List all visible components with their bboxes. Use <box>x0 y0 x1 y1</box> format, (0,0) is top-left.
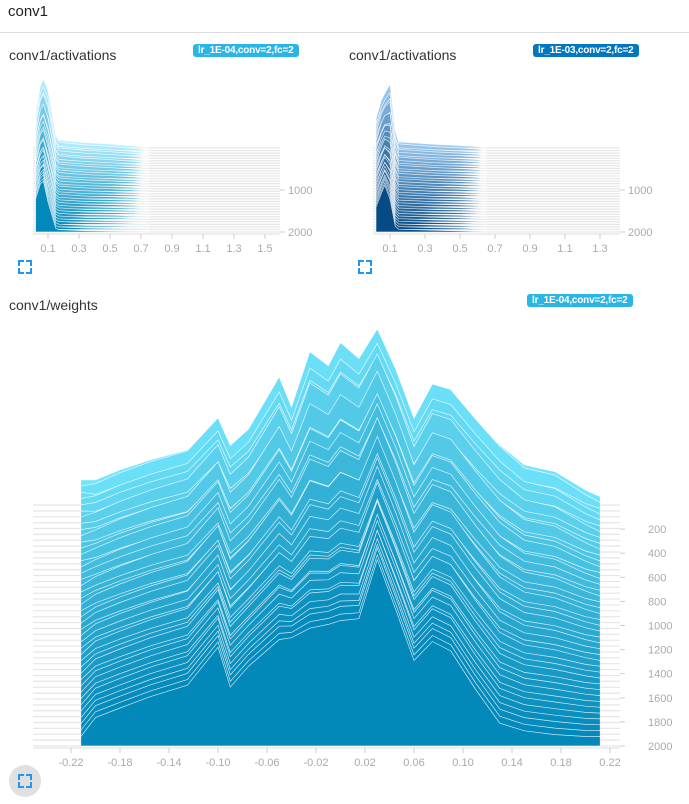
x-tick-label: 1.3 <box>226 243 241 255</box>
y-tick-label: 1200 <box>648 645 672 657</box>
x-tick-label: -0.02 <box>303 757 328 769</box>
fullscreen-icon[interactable] <box>18 774 32 788</box>
activations-histogram-chart-2: 0.1 0.3 0.5 0.7 0.9 1.1 1.3 1000 2000 <box>373 83 652 255</box>
y-tick-label: 1000 <box>288 185 312 197</box>
section-title[interactable]: conv1 <box>8 3 49 20</box>
x-tick-label: 0.10 <box>452 757 473 769</box>
y-tick-label: 200 <box>648 524 666 536</box>
y-tick-label: 1600 <box>648 693 672 705</box>
x-tick-label: 0.18 <box>550 757 571 769</box>
x-tick-label: 0.9 <box>522 243 537 255</box>
chart-title: conv1/activations <box>349 47 457 63</box>
x-tick-label: 1.3 <box>592 243 607 255</box>
x-tick-label: 0.3 <box>417 243 432 255</box>
fullscreen-icon[interactable] <box>358 260 372 274</box>
x-tick-label: -0.22 <box>58 757 83 769</box>
x-tick-label: -0.18 <box>107 757 132 769</box>
weights-histogram-chart: -0.22 -0.18 -0.14 -0.10 -0.06 -0.02 0.02 0.06 0.… <box>33 328 672 769</box>
y-tick-label: 400 <box>648 548 666 560</box>
x-tick-label: 0.9 <box>164 243 179 255</box>
chart-title: conv1/weights <box>9 297 98 313</box>
x-tick-label: 0.14 <box>501 757 522 769</box>
x-tick-label: 0.22 <box>599 757 620 769</box>
y-tick-label: 600 <box>648 572 666 584</box>
y-tick-label: 2000 <box>628 227 652 239</box>
activations-histogram-chart-1: 0.1 0.3 0.5 0.7 0.9 1.1 1.3 1.5 1000 2000 <box>33 78 312 255</box>
x-tick-label: 0.1 <box>382 243 397 255</box>
fullscreen-icon[interactable] <box>18 260 32 274</box>
y-tick-label: 800 <box>648 596 666 608</box>
x-tick-label: -0.06 <box>254 757 279 769</box>
run-tag-badge: lr_1E-04,conv=2,fc=2 <box>527 294 633 307</box>
chart-title: conv1/activations <box>9 47 117 63</box>
y-tick-label: 1000 <box>648 621 672 633</box>
histogram-step-area <box>375 184 487 233</box>
x-tick-label: -0.10 <box>205 757 230 769</box>
divider <box>0 32 689 33</box>
x-tick-label: -0.14 <box>156 757 181 769</box>
y-tick-label: 2000 <box>288 227 312 239</box>
y-tick-label: 1800 <box>648 717 672 729</box>
x-tick-label: 1.1 <box>557 243 572 255</box>
histogram-step-area <box>80 558 601 747</box>
y-tick-label: 1400 <box>648 669 672 681</box>
x-tick-label: 0.5 <box>102 243 117 255</box>
x-tick-label: 0.5 <box>452 243 467 255</box>
y-tick-label: 2000 <box>648 741 672 753</box>
x-tick-label: 0.06 <box>403 757 424 769</box>
run-tag-badge: lr_1E-04,conv=2,fc=2 <box>193 44 299 57</box>
y-tick-label: 1000 <box>628 185 652 197</box>
x-tick-label: 0.7 <box>133 243 148 255</box>
x-tick-label: 1.5 <box>257 243 272 255</box>
x-tick-label: 0.3 <box>71 243 86 255</box>
fullscreen-button[interactable] <box>9 765 41 797</box>
x-tick-label: 0.1 <box>40 243 55 255</box>
x-tick-label: 0.7 <box>487 243 502 255</box>
x-tick-label: 1.1 <box>195 243 210 255</box>
histogram-step-area <box>35 180 149 233</box>
run-tag-badge: lr_1E-03,conv=2,fc=2 <box>533 44 639 57</box>
x-tick-label: 0.02 <box>354 757 375 769</box>
